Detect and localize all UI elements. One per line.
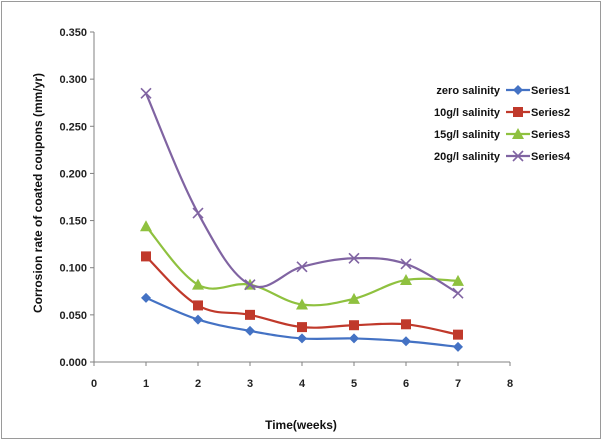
series-3-point	[348, 292, 360, 304]
series-4-point	[296, 261, 308, 273]
marker-stroke	[512, 150, 524, 162]
series-3-point	[296, 298, 308, 310]
x-tick-label: 1	[143, 378, 149, 390]
axes: 0.000 0.050 0.100 0.150 0.200 0.250 0.300 0.350…	[59, 27, 513, 390]
legend-item-3: 15g/l salinity Series3	[434, 128, 570, 141]
legend-item-1: zero salinity Series1	[436, 85, 570, 97]
series-4-point	[400, 258, 412, 270]
series-1-point	[193, 314, 203, 325]
x-axis-title: Time(weeks)	[265, 418, 337, 432]
marker-stroke	[192, 207, 204, 219]
marker-stroke	[452, 287, 464, 299]
y-tick-label: 0.200	[59, 168, 87, 180]
series-2-point	[193, 300, 203, 311]
series-3-point	[140, 220, 152, 232]
series-2-point	[349, 320, 359, 331]
x-tick-label: 7	[455, 378, 461, 390]
legend-label: 10g/l salinity	[434, 107, 501, 119]
legend-marker	[512, 128, 524, 139]
y-tick-label: 0.350	[59, 27, 87, 39]
y-tick-label: 0.100	[59, 263, 87, 275]
legend-label: zero salinity	[436, 85, 500, 97]
series-4-point	[140, 87, 152, 99]
y-tick-label: 0.000	[59, 357, 87, 369]
series-1-point	[349, 333, 359, 344]
series-1-point	[297, 333, 307, 344]
y-tick-label: 0.300	[59, 74, 87, 86]
legend: zero salinity Series1 10g/l salinity Series…	[434, 85, 571, 163]
series-1	[141, 292, 463, 352]
series-layer	[140, 87, 464, 352]
legend-item-2: 10g/l salinity Series2	[434, 107, 570, 119]
x-tick-label: 8	[507, 378, 513, 390]
series-2	[141, 251, 463, 340]
y-axis-title: Corrosion rate of coated coupons (mm/yr)	[31, 73, 45, 313]
series-4-point	[348, 252, 360, 264]
series-2-point	[453, 329, 463, 340]
series-1-point	[453, 341, 463, 352]
legend-series-name: Series1	[531, 85, 570, 97]
series-4-point	[192, 207, 204, 219]
series-3-point	[192, 278, 204, 290]
series-3	[140, 220, 464, 310]
marker-stroke	[348, 252, 360, 264]
y-tick-label: 0.150	[59, 216, 87, 228]
y-tick-label: 0.250	[59, 121, 87, 133]
marker-stroke	[400, 258, 412, 270]
marker-stroke	[140, 87, 152, 99]
legend-label: 20g/l salinity	[434, 151, 501, 163]
series-4-point	[244, 279, 256, 291]
x-tick-label: 4	[299, 378, 306, 390]
x-tick-label: 6	[403, 378, 409, 390]
series-2-point	[401, 319, 411, 330]
legend-marker	[513, 107, 523, 117]
legend-marker	[513, 85, 523, 95]
series-1-point	[245, 325, 255, 336]
series-3-point	[400, 273, 412, 285]
series-3-point	[452, 274, 464, 286]
legend-series-name: Series4	[531, 151, 571, 163]
marker-stroke	[244, 279, 256, 291]
x-tick-label: 2	[195, 378, 201, 390]
legend-marker	[512, 150, 524, 162]
legend-label: 15g/l salinity	[434, 129, 501, 141]
series-4	[140, 87, 464, 299]
series-1-point	[401, 336, 411, 347]
x-tick-label: 5	[351, 378, 357, 390]
series-2-point	[245, 309, 255, 320]
x-tick-label: 0	[91, 378, 97, 390]
series-4-line	[144, 92, 459, 295]
series-1-point	[141, 292, 151, 303]
marker-stroke	[296, 261, 308, 273]
series-2-point	[297, 322, 307, 333]
legend-series-name: Series3	[531, 129, 570, 141]
series-2-point	[141, 251, 151, 262]
legend-item-4: 20g/l salinity Series4	[434, 150, 571, 163]
legend-series-name: Series2	[531, 107, 570, 119]
x-tick-label: 3	[247, 378, 253, 390]
series-4-point	[452, 287, 464, 299]
y-tick-label: 0.050	[59, 310, 87, 322]
